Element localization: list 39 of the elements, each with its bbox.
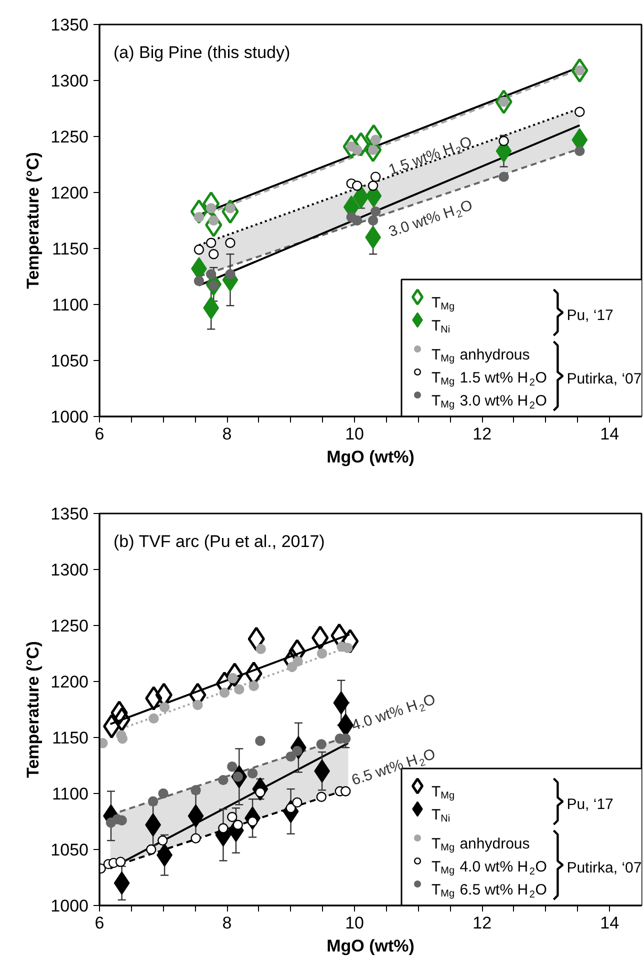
y-tick-label: 1250: [50, 128, 89, 146]
y-tick-label: 1150: [52, 240, 89, 258]
text: 1.5 wt% H2O: [386, 133, 474, 179]
x-tick-label: 8: [222, 914, 232, 932]
x-tick-label: 6: [94, 914, 104, 932]
annotation: Pu, ‘17: [566, 307, 614, 324]
text: (b) TVF arc (Pu et al., 2017): [114, 532, 325, 551]
x-tick-label: 10: [345, 424, 364, 444]
y-tick-label: 1200: [50, 672, 89, 692]
y-tick-label: 1100: [52, 784, 89, 804]
x-axis-title: MgO (wt%): [326, 448, 414, 466]
text: (a) Big Pine (this study): [114, 43, 290, 62]
y-tick-label: 1050: [50, 352, 89, 370]
annotation: Putirka, ‘07: [566, 370, 642, 388]
x-tick-label: 6: [94, 424, 104, 444]
x-tick-label: 14: [600, 914, 620, 932]
y-tick-label: 1150: [52, 728, 89, 748]
y-tick-label: 1250: [50, 616, 89, 636]
y-tick-label: 1000: [50, 896, 89, 916]
y-axis-title: Temperature (°C): [24, 152, 43, 289]
y-axis-title: Temperature (°C): [24, 641, 43, 778]
x-tick-label: 8: [222, 424, 232, 444]
y-tick-label: 1000: [50, 408, 89, 426]
text: 4.0 wt% H2O: [350, 691, 438, 734]
text: 3.0 wt% H2O: [386, 196, 475, 241]
x-axis-title: MgO (wt%): [326, 936, 414, 956]
y-tick-label: 1350: [50, 16, 89, 34]
y-tick-label: 1300: [50, 560, 89, 580]
y-tick-label: 1100: [52, 296, 89, 314]
y-tick-label: 1200: [50, 184, 89, 202]
annotation: Pu, ‘17: [566, 796, 614, 813]
x-tick-label: 14: [600, 424, 620, 444]
annotation: Putirka, ‘07: [566, 860, 642, 876]
y-tick-label: 1300: [50, 72, 89, 90]
y-tick-label: 1350: [50, 504, 89, 524]
x-tick-label: 12: [472, 914, 492, 932]
y-tick-label: 1050: [50, 840, 89, 860]
x-tick-label: 12: [472, 424, 492, 444]
x-tick-label: 10: [345, 914, 364, 932]
